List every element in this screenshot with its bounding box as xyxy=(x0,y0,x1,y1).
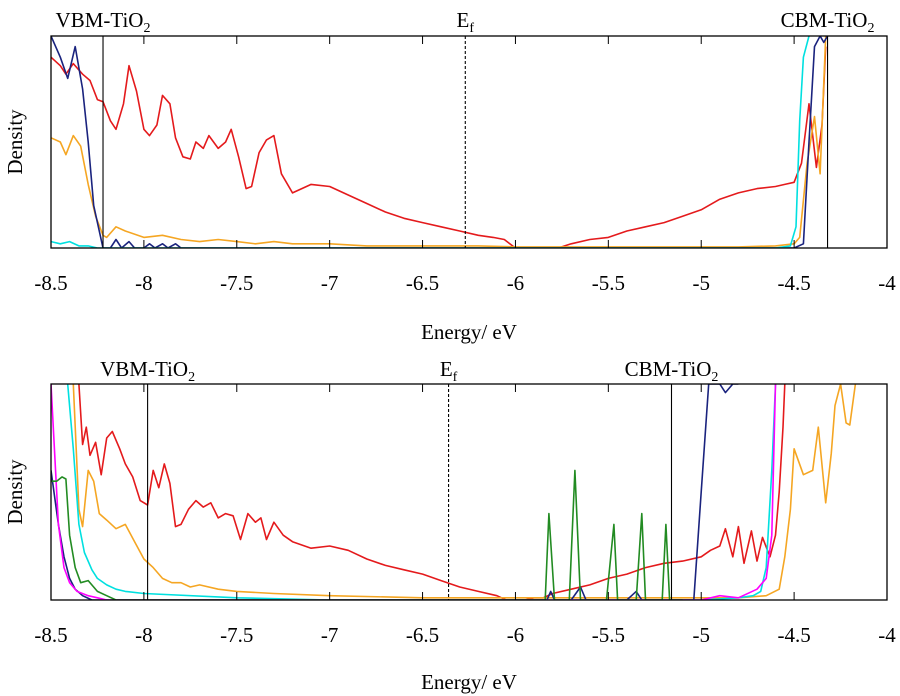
dos-series-line xyxy=(51,36,810,248)
x-tick-label: -7 xyxy=(321,271,339,295)
x-tick-label: -6 xyxy=(507,271,525,295)
x-tick-label: -6.5 xyxy=(406,271,439,295)
x-tick-label: -7.5 xyxy=(220,271,253,295)
band-edge-label: VBM-TiO2 xyxy=(56,8,151,36)
x-tick-label: -4.5 xyxy=(777,623,810,647)
dos-series-line xyxy=(51,56,516,248)
fermi-level-label: Ef xyxy=(440,357,458,385)
x-tick-label: -8 xyxy=(135,623,153,647)
x-tick-label: -4 xyxy=(878,623,896,647)
dos-series-line xyxy=(66,384,777,600)
plot-frame xyxy=(50,383,888,601)
band-edge-label: CBM-TiO2 xyxy=(625,357,719,385)
x-tick-label: -7 xyxy=(321,623,339,647)
dos-series-line xyxy=(51,469,683,600)
x-tick-label: -4.5 xyxy=(777,271,810,295)
top-dos-panel: VBM-TiO2 Ef CBM-TiO2 -8.5 -8 -7.5 -7 -6.5 -6 -5.… xyxy=(3,8,896,344)
x-tick-label: -8.5 xyxy=(34,623,67,647)
dos-series-line xyxy=(557,46,827,248)
band-edge-label: CBM-TiO2 xyxy=(781,8,875,36)
bottom-dos-panel: VBM-TiO2 Ef CBM-TiO2 -8.5 -8 -7.5 -7 -6.5 -6 -5.… xyxy=(3,357,896,694)
dos-series-line xyxy=(51,36,829,248)
x-tick-label: -5.5 xyxy=(592,623,625,647)
x-tick-label: -8.5 xyxy=(34,271,67,295)
dos-series-line xyxy=(51,384,739,600)
x-axis-label: Energy/ eV xyxy=(421,670,517,694)
dos-series-line xyxy=(51,36,827,248)
x-tick-label: -5 xyxy=(692,271,710,295)
band-edge-label: VBM-TiO2 xyxy=(100,357,195,385)
x-tick-label: -7.5 xyxy=(220,623,253,647)
x-tick-label: -5.5 xyxy=(592,271,625,295)
dos-series-line xyxy=(51,384,777,600)
x-tick-label: -5 xyxy=(692,623,710,647)
dos-series-line xyxy=(78,384,786,600)
plot-frame xyxy=(50,35,888,249)
x-tick-label: -4 xyxy=(878,271,896,295)
y-axis-label: Density xyxy=(3,109,27,175)
fermi-level-label: Ef xyxy=(457,8,475,36)
x-axis-label: Energy/ eV xyxy=(421,320,517,344)
y-axis-label: Density xyxy=(3,459,27,525)
x-tick-label: -6 xyxy=(507,623,525,647)
dos-series-line xyxy=(72,384,857,599)
x-tick-label: -8 xyxy=(135,271,153,295)
x-tick-label: -6.5 xyxy=(406,623,439,647)
